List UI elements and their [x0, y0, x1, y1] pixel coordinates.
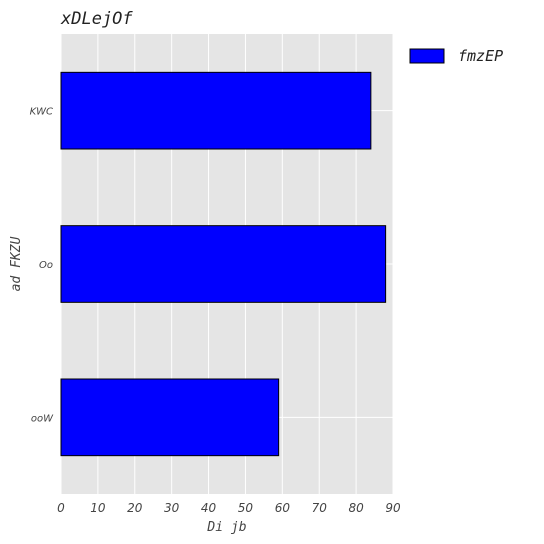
x-tick-label: 20	[127, 501, 143, 515]
legend: fmzEP	[409, 47, 503, 65]
y-axis-label: ad FKZU	[9, 236, 24, 291]
bar	[60, 378, 280, 457]
x-tick-label: 80	[348, 501, 364, 515]
bars	[60, 71, 387, 457]
x-tick-label: 40	[201, 501, 217, 515]
legend-swatch	[409, 48, 445, 64]
y-tick-label: ooW	[31, 413, 54, 424]
bar	[60, 71, 372, 150]
y-tick-label: KWC	[30, 107, 53, 118]
x-tick-label: 50	[238, 501, 254, 515]
x-tick-label: 10	[90, 501, 106, 515]
x-tick-label: 70	[312, 501, 328, 515]
legend-label: fmzEP	[458, 47, 503, 65]
x-tick-label: 90	[385, 501, 401, 515]
x-tick-label: 0	[57, 501, 65, 515]
bar	[60, 225, 387, 303]
x-axis-label: Di jb	[206, 520, 246, 535]
x-tick-labels: 0 10 20 30 40 50 60 70 80 90	[57, 501, 401, 515]
x-tick-label: 30	[164, 501, 180, 515]
y-tick-labels: KWC Oo ooW	[30, 107, 55, 425]
chart-title: xDLejOf	[60, 9, 133, 29]
y-tick-label: Oo	[39, 260, 53, 271]
x-tick-label: 60	[275, 501, 291, 515]
